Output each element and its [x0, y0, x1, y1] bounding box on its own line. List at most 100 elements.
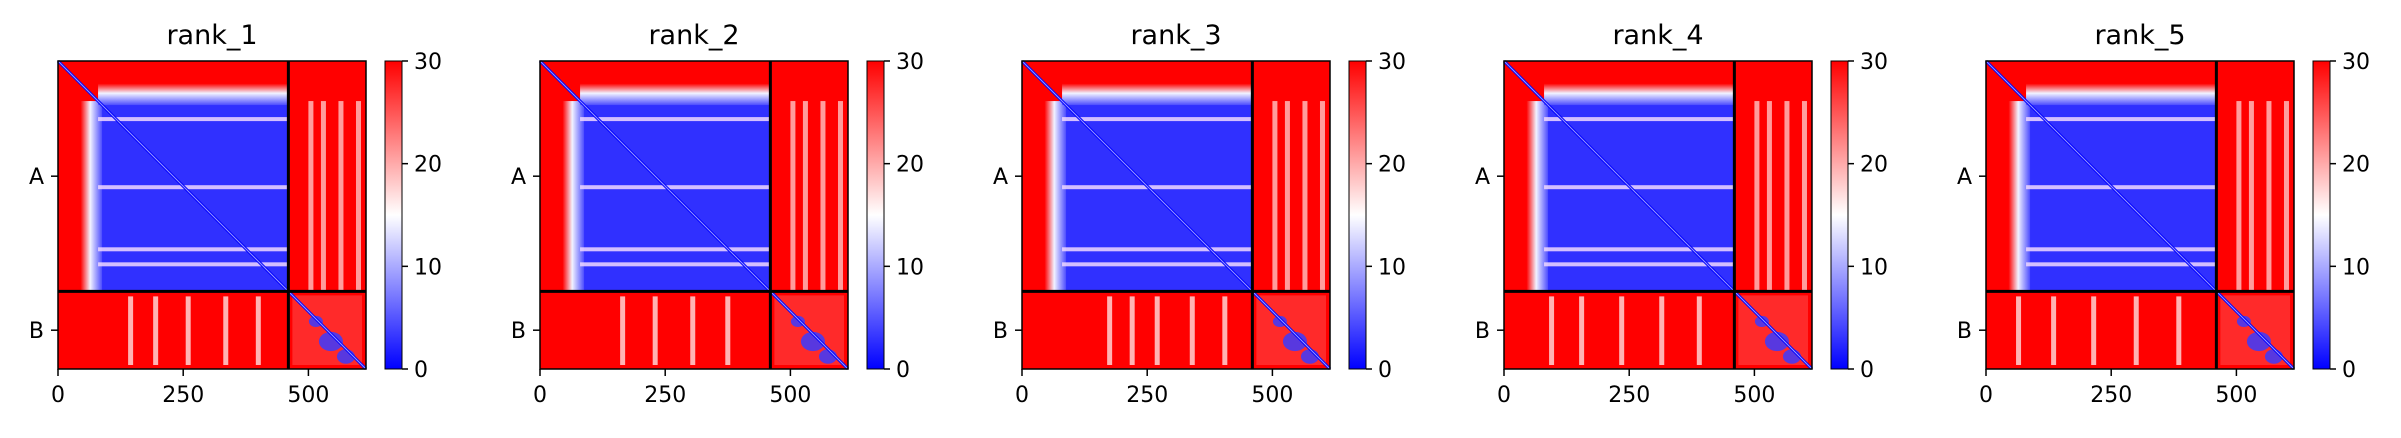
colorbar-tick-label: 0	[1860, 358, 1874, 383]
x-tick-label: 250	[1608, 383, 1650, 408]
ba-interface-stripe	[320, 101, 326, 292]
x-tick-label: 500	[287, 383, 329, 408]
x-tick-label: 500	[1251, 383, 1293, 408]
ba-interface-stripe	[338, 101, 344, 292]
colorbar-tick-label: 20	[414, 153, 442, 178]
ab-interface-stripe	[1154, 296, 1160, 365]
x-tick-label: 250	[1126, 383, 1168, 408]
colorbar-tick-label: 10	[414, 255, 442, 280]
ba-interface-stripe	[1754, 101, 1760, 292]
chain-a-left-edge	[80, 101, 103, 292]
chain-label-b: B	[1957, 319, 1972, 344]
chain-a-left-edge	[1526, 101, 1549, 292]
ba-interface-stripe	[820, 101, 826, 292]
pae-panel-2: rank_2 0 250 500 A B 0 10 20 30	[511, 20, 924, 408]
ab-interface-stripe	[223, 296, 229, 365]
colorbar-tick-label: 10	[896, 255, 924, 280]
colorbar-tick-label: 0	[1378, 358, 1392, 383]
chain-label-a: A	[993, 165, 1008, 190]
panel-title: rank_3	[1130, 20, 1221, 51]
ab-interface-stripe	[1129, 296, 1135, 365]
chain-label-a: A	[1475, 165, 1490, 190]
chain-a-gap-row	[1544, 247, 1735, 252]
chain-a-gap-row	[1544, 117, 1735, 122]
chain-b-domain	[2246, 331, 2271, 352]
colorbar-tick-label: 30	[2342, 50, 2370, 75]
heatmap-frame	[1503, 60, 1813, 370]
ab-interface-stripe	[255, 296, 261, 365]
panel-title: rank_5	[2094, 20, 2185, 51]
ab-interface-stripe	[2133, 296, 2139, 365]
chain-label-b: B	[1475, 319, 1490, 344]
x-tick-label: 250	[644, 383, 686, 408]
heatmap-diagonal-highlight	[539, 60, 849, 370]
colorbar-tick-label: 30	[414, 50, 442, 75]
ba-interface-stripe	[355, 101, 361, 292]
ba-interface-stripe	[308, 101, 314, 292]
chain-a-gap-row	[98, 117, 289, 122]
ab-interface-stripe	[690, 296, 696, 365]
chain-b-domain	[1282, 331, 1307, 352]
ba-interface-stripe	[2248, 101, 2254, 292]
colorbar-tick-label: 20	[1378, 153, 1406, 178]
pae-panel-3: rank_3 0 250 500 A B 0 10 20 30	[993, 20, 1406, 408]
chain-a-top-edge	[580, 83, 771, 106]
chain-a-top-edge	[1544, 83, 1735, 106]
ba-interface-stripe	[1284, 101, 1290, 292]
chain-b-domain	[800, 331, 825, 352]
x-tick-label: 250	[2090, 383, 2132, 408]
panel-title: rank_2	[648, 20, 739, 51]
chain-label-b: B	[511, 319, 526, 344]
ab-interface-stripe	[2091, 296, 2097, 365]
ab-interface-stripe	[1696, 296, 1702, 365]
ba-interface-stripe	[2236, 101, 2242, 292]
colorbar-tick-label: 10	[1378, 255, 1406, 280]
colorbar-tick-label: 10	[1860, 255, 1888, 280]
chain-a-gap-row	[580, 262, 771, 267]
colorbar-tick-label: 30	[1378, 50, 1406, 75]
ba-interface-stripe	[1302, 101, 1308, 292]
x-tick-label: 500	[1733, 383, 1775, 408]
x-tick-label: 500	[769, 383, 811, 408]
chain-a-gap-row	[580, 185, 771, 190]
pae-panel-1: rank_1 0 250 500 A B 0 10 20 30	[29, 20, 442, 408]
chain-a-top-edge	[2026, 83, 2217, 106]
colorbar-tick-label: 20	[896, 153, 924, 178]
colorbar-tick-label: 30	[896, 50, 924, 75]
chain-a-left-edge	[562, 101, 585, 292]
heatmap-diagonal-highlight	[1503, 60, 1813, 370]
ba-interface-stripe	[837, 101, 843, 292]
colorbar	[1830, 60, 1849, 370]
chain-a-gap-row	[580, 247, 771, 252]
ab-interface-stripe	[2016, 296, 2022, 365]
chain-a-top-edge	[98, 83, 289, 106]
ab-interface-stripe	[128, 296, 134, 365]
chain-label-b: B	[993, 319, 1008, 344]
colorbar-tick-label: 0	[896, 358, 910, 383]
ba-interface-stripe	[1801, 101, 1807, 292]
ab-interface-stripe	[1619, 296, 1625, 365]
ba-interface-stripe	[790, 101, 796, 292]
ab-interface-stripe	[185, 296, 191, 365]
ab-interface-stripe	[1222, 296, 1228, 365]
chain-label-a: A	[1957, 165, 1972, 190]
heatmap-diagonal-highlight	[1985, 60, 2295, 370]
colorbar	[866, 60, 885, 370]
heatmap-diagonal-highlight	[1021, 60, 1331, 370]
chain-a-gap-row	[1544, 185, 1735, 190]
x-tick-label: 500	[2215, 383, 2257, 408]
ab-interface-stripe	[153, 296, 159, 365]
colorbar-tick-label: 30	[1860, 50, 1888, 75]
x-tick-label: 0	[533, 383, 547, 408]
colorbar-tick-label: 20	[2342, 153, 2370, 178]
chain-a-gap-row	[580, 117, 771, 122]
ab-interface-stripe	[1107, 296, 1113, 365]
chain-a-gap-row	[1062, 262, 1253, 267]
chain-b-domain	[1764, 331, 1789, 352]
ab-interface-stripe	[620, 296, 626, 365]
chain-a-gap-row	[1062, 185, 1253, 190]
chain-a-gap-row	[1544, 262, 1735, 267]
heatmap-frame	[57, 60, 367, 370]
x-tick-label: 0	[51, 383, 65, 408]
